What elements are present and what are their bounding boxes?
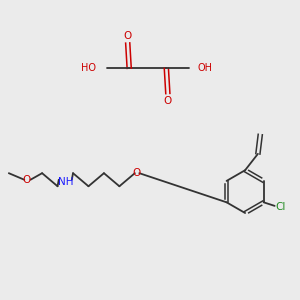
Text: OH: OH — [198, 63, 213, 73]
Text: O: O — [132, 168, 140, 178]
Text: O: O — [22, 175, 31, 185]
Text: NH: NH — [58, 177, 73, 187]
Text: Cl: Cl — [275, 202, 286, 212]
Text: O: O — [124, 31, 132, 40]
Text: HO: HO — [82, 63, 97, 73]
Text: O: O — [164, 96, 172, 106]
